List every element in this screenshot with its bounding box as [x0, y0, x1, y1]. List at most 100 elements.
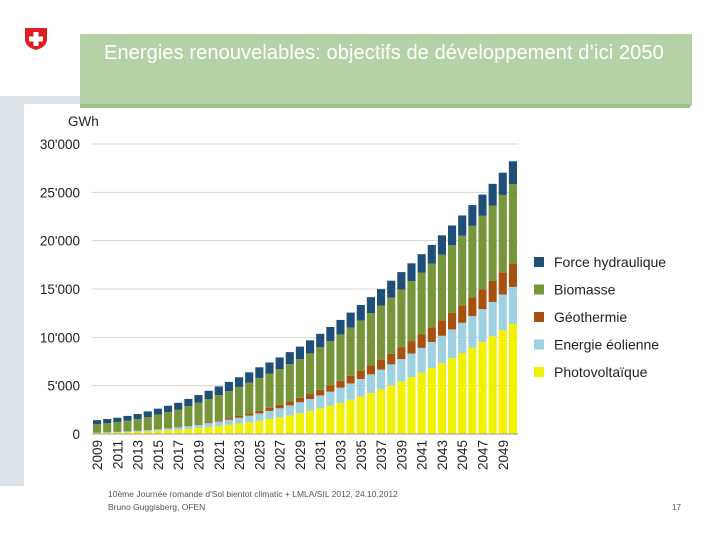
bar-segment-photovolta-que-2028 — [285, 415, 294, 434]
x-axis: 2009 2011 2013 2015 2017 2019 2021 2023 2025 2027… — [90, 433, 518, 470]
bar-segment-force-hydraulique-2014 — [143, 411, 152, 417]
bar-segment-force-hydraulique-2041 — [417, 254, 426, 273]
bar-segment-biomasse-2042 — [427, 263, 436, 328]
bar-segment-biomasse-2013 — [133, 419, 142, 431]
bar-segment-force-hydraulique-2022 — [224, 381, 233, 392]
x-tick-label: 2019 — [192, 440, 207, 470]
bar-segment-photovolta-que-2019 — [194, 428, 203, 434]
bar-segment-g-othermie-2044 — [448, 312, 457, 330]
legend-label: Force hydraulique — [554, 254, 666, 270]
page-number: 17 — [672, 503, 681, 512]
bar-segment-force-hydraulique-2044 — [448, 225, 457, 246]
bar-segment-g-othermie-2048 — [488, 280, 497, 302]
bar-segment-photovolta-que-2022 — [224, 424, 233, 434]
bar-segment-g-othermie-2040 — [407, 341, 416, 354]
bar-segment-energie-olienne-2028 — [285, 405, 294, 416]
legend-item-photovolta-que: Photovoltaïque — [534, 364, 648, 380]
bar-segment-biomasse-2015 — [153, 414, 162, 430]
bar-segment-photovolta-que-2029 — [295, 413, 304, 434]
bar-segment-energie-olienne-2029 — [295, 402, 304, 414]
bar-segment-photovolta-que-2049 — [498, 330, 507, 434]
bar-segment-g-othermie-2041 — [417, 334, 426, 348]
x-tick-label: 2023 — [232, 440, 247, 470]
bar-segment-biomasse-2031 — [316, 347, 325, 390]
bar-segment-biomasse-2011 — [113, 422, 122, 432]
y-axis: 0 5'000 10'000 15'000 20'000 25'000 30'000 — [40, 137, 80, 442]
bar-segment-biomasse-2038 — [387, 297, 396, 354]
bar-segment-g-othermie-2043 — [437, 320, 446, 336]
bar-segment-energie-olienne-2027 — [275, 408, 284, 418]
bar-segment-biomasse-2027 — [275, 369, 284, 405]
bar-segment-force-hydraulique-2050 — [508, 161, 517, 185]
bar-segment-biomasse-2026 — [265, 373, 274, 408]
bar-segment-g-othermie-2045 — [458, 305, 467, 323]
bar-segment-biomasse-2050 — [508, 184, 517, 264]
bar-segment-force-hydraulique-2018 — [184, 398, 193, 407]
legend-label: Biomasse — [554, 282, 616, 298]
legend-item-g-othermie: Géothermie — [534, 309, 627, 325]
bar-segment-biomasse-2036 — [366, 313, 375, 366]
bar-segment-photovolta-que-2041 — [417, 372, 426, 434]
bar-segment-energie-olienne-2025 — [255, 413, 264, 421]
bar-segment-energie-olienne-2049 — [498, 294, 507, 331]
bar-segment-g-othermie-2050 — [508, 263, 517, 287]
bar-segment-force-hydraulique-2021 — [214, 386, 223, 396]
bar-segment-energie-olienne-2032 — [326, 391, 335, 406]
bar-segment-energie-olienne-2038 — [387, 364, 396, 386]
cross-horizontal — [29, 36, 43, 42]
y-tick-label: 15'000 — [40, 282, 80, 297]
bar-segment-energie-olienne-2035 — [356, 379, 365, 397]
bar-segment-energie-olienne-2034 — [346, 383, 355, 400]
x-tick-label: 2041 — [415, 440, 430, 470]
bar-segment-photovolta-que-2017 — [174, 429, 183, 434]
y-tick-label: 30'000 — [40, 137, 80, 152]
x-tick-label: 2021 — [212, 440, 227, 470]
bar-segment-g-othermie-2046 — [468, 297, 477, 317]
bar-segment-g-othermie-2032 — [326, 385, 335, 392]
bar-segment-biomasse-2035 — [356, 320, 365, 371]
bar-segment-photovolta-que-2018 — [184, 428, 193, 434]
bar-segment-energie-olienne-2022 — [224, 419, 233, 425]
bar-segment-force-hydraulique-2017 — [174, 402, 183, 410]
bar-segment-force-hydraulique-2010 — [103, 419, 112, 424]
bar-segment-photovolta-que-2030 — [306, 410, 315, 434]
bar-segment-photovolta-que-2016 — [164, 430, 173, 434]
bar-segment-biomasse-2046 — [468, 225, 477, 298]
bar-segment-g-othermie-2026 — [265, 407, 274, 411]
y-tick-label: 20'000 — [40, 234, 80, 249]
bar-segment-force-hydraulique-2029 — [295, 346, 304, 360]
bar-segment-biomasse-2032 — [326, 341, 335, 386]
bar-segment-g-othermie-2031 — [316, 389, 325, 396]
bar-segment-force-hydraulique-2042 — [427, 244, 436, 264]
bar-segment-energie-olienne-2036 — [366, 374, 375, 394]
bar-segment-energie-olienne-2050 — [508, 286, 517, 324]
bar-segment-biomasse-2043 — [437, 254, 446, 321]
bar-segment-biomasse-2010 — [103, 423, 112, 433]
bar-segment-force-hydraulique-2019 — [194, 394, 203, 403]
swiss-cross-logo — [25, 28, 47, 50]
y-tick-label: 25'000 — [40, 185, 80, 200]
bar-segment-biomasse-2021 — [214, 395, 223, 421]
bar-segment-photovolta-que-2044 — [448, 358, 457, 434]
bar-segment-g-othermie-2039 — [397, 347, 406, 360]
bar-segment-g-othermie-2018 — [184, 425, 193, 427]
bar-segment-energie-olienne-2045 — [458, 322, 467, 353]
source-line-1: 10ème Journée romande d'Sol bientot clim… — [108, 489, 398, 499]
bar-segment-photovolta-que-2011 — [113, 432, 122, 434]
bar-segment-photovolta-que-2047 — [478, 341, 487, 434]
x-tick-label: 2013 — [131, 440, 146, 470]
x-tick-label: 2009 — [90, 440, 105, 470]
y-tick-label: 5'000 — [47, 379, 80, 394]
bar-segment-g-othermie-2038 — [387, 353, 396, 365]
bar-segment-energie-olienne-2048 — [488, 301, 497, 337]
x-tick-label: 2049 — [496, 440, 511, 470]
x-tick-label: 2015 — [151, 440, 166, 470]
bar-segment-force-hydraulique-2023 — [235, 377, 244, 387]
x-tick-label: 2035 — [354, 440, 369, 470]
bar-segment-force-hydraulique-2043 — [437, 235, 446, 255]
bar-segment-force-hydraulique-2035 — [356, 304, 365, 321]
bar-segment-g-othermie-2033 — [336, 380, 345, 388]
bar-segment-force-hydraulique-2038 — [387, 280, 396, 298]
bar-segment-photovolta-que-2031 — [316, 408, 325, 434]
bars — [93, 161, 517, 434]
